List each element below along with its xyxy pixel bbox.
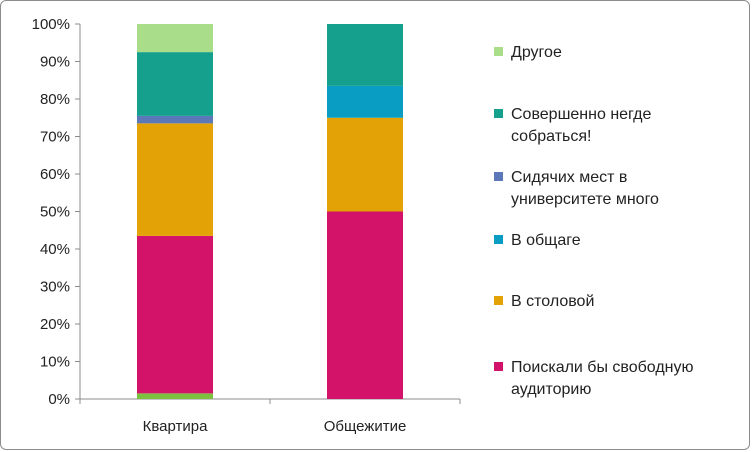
legend-entry-label: Сидячих мест в [511,169,627,186]
bar-segment [137,235,213,394]
legend-swatch [494,172,503,181]
bar-segment [327,24,403,86]
x-category-label: Квартира [143,418,208,435]
legend-entry-label: собраться! [511,128,591,145]
y-tick-label: 50% [40,204,70,221]
legend-entry-label: Поискали бы свободную [511,359,694,376]
legend-entry-label: университете много [511,191,659,208]
legend-swatch [494,235,503,244]
legend-entry-label: Другое [511,44,562,61]
bar-segment [137,115,213,124]
y-tick-label: 40% [40,241,70,258]
bar-segment [137,123,213,236]
y-tick-label: 100% [32,16,70,33]
legend-entry-label: В столовой [511,293,594,310]
y-tick-label: 30% [40,279,70,296]
y-tick-label: 20% [40,316,70,333]
x-category-label: Общежитие [324,418,407,435]
bar-segment [137,24,213,53]
bar-segment [327,117,403,212]
legend-swatch [494,296,503,305]
y-tick-label: 10% [40,354,70,371]
y-tick-label: 90% [40,54,70,71]
legend-swatch [494,47,503,56]
y-tick-label: 80% [40,91,70,108]
legend-entry-label: аудиторию [511,381,591,398]
legend-swatch [494,109,503,118]
legend-entry-label: В общаге [511,232,581,249]
y-tick-label: 70% [40,129,70,146]
bar-segment [137,393,213,399]
bar-segment [137,52,213,116]
legend-entry-label: Совершенно негде [511,106,652,123]
bar-segment [327,85,403,118]
legend-swatch [494,362,503,371]
bar-segment [327,211,403,399]
y-tick-label: 60% [40,166,70,183]
y-tick-label: 0% [48,391,70,408]
